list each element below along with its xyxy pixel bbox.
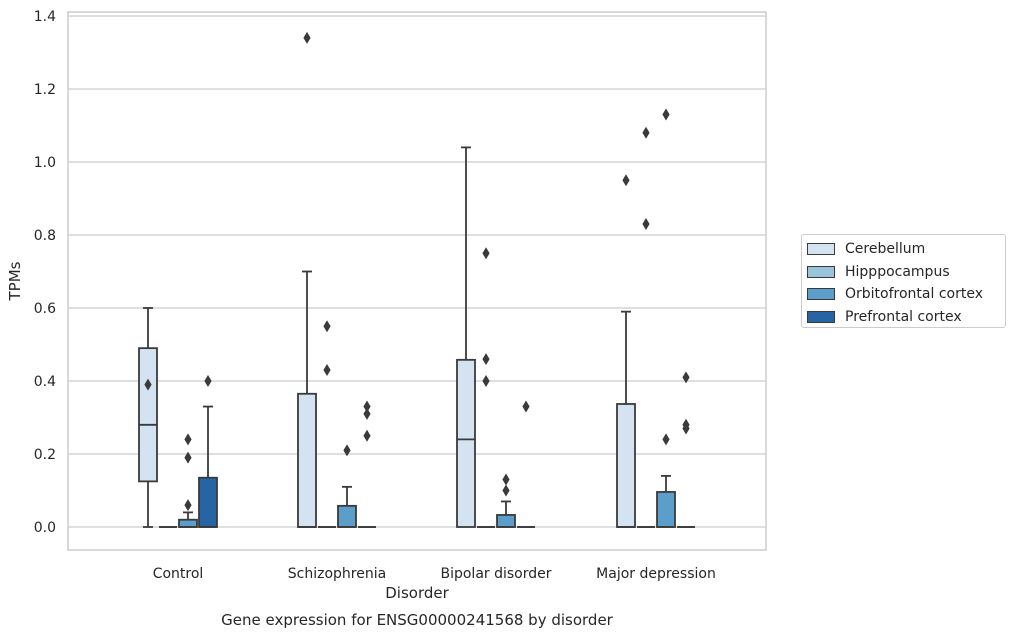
box-orbitofrontal-cortex <box>178 433 198 528</box>
box-cerebellum <box>456 146 476 528</box>
outlier-point <box>363 429 371 442</box>
x-tick-label: Bipolar disorder <box>440 566 551 582</box>
outlier-point <box>682 422 690 435</box>
legend-label: Prefrontal cortex <box>845 308 962 325</box>
box-body <box>337 504 357 528</box>
legend-label: Cerebellum <box>845 241 926 258</box>
chart-caption: Gene expression for ENSG00000241568 by d… <box>221 611 614 629</box>
legend-label: Hipppocampus <box>845 263 950 280</box>
outlier-point <box>184 451 192 464</box>
outlier-point <box>622 174 630 187</box>
legend-swatch <box>807 288 835 301</box>
y-tick-label: 1.4 <box>34 9 56 25</box>
legend-swatch <box>807 243 835 256</box>
box-orbitofrontal-cortex <box>337 444 357 528</box>
box-body <box>138 347 158 483</box>
y-tick-label: 1.2 <box>34 82 56 98</box>
plot-frame <box>67 11 767 551</box>
outlier-point <box>482 353 490 366</box>
chart-legend: Cerebellum Hipppocampus Orbitofrontal cort… <box>801 234 1006 328</box>
outlier-point <box>144 378 152 391</box>
outlier-point <box>184 433 192 446</box>
y-tick-label: 1.0 <box>34 155 56 171</box>
x-axis-ticks: Control Schizophrenia Bipolar disorder Majo… <box>153 566 716 582</box>
outlier-point <box>482 247 490 260</box>
outlier-point <box>502 484 510 497</box>
y-tick-label: 0.0 <box>34 520 56 536</box>
box-body <box>198 476 218 528</box>
box-cerebellum <box>616 174 636 528</box>
box-orbitofrontal-cortex <box>656 108 676 528</box>
legend-swatch <box>807 310 835 323</box>
box-body <box>616 403 636 528</box>
outlier-point <box>363 407 371 420</box>
x-tick-label: Schizophrenia <box>288 566 386 582</box>
y-axis-label: TPMs <box>6 261 24 301</box>
box-body <box>178 518 198 528</box>
box-prefrontal-cortex <box>677 371 695 528</box>
outlier-point <box>482 375 490 387</box>
outlier-point <box>642 218 650 231</box>
y-tick-label: 0.2 <box>34 447 56 463</box>
box-prefrontal-cortex <box>517 400 535 528</box>
outlier-point <box>662 433 670 446</box>
outlier-point <box>502 473 510 486</box>
box-orbitofrontal-cortex <box>496 473 516 528</box>
x-tick-label: Control <box>153 566 204 582</box>
box-hipppocampus <box>637 126 655 528</box>
legend-item: Cerebellum <box>807 238 1005 261</box>
legend-swatch <box>807 265 835 278</box>
outlier-point <box>662 108 670 121</box>
y-axis-ticks: 0.0 0.2 0.4 0.6 0.8 1.0 1.2 1.4 <box>34 9 56 536</box>
box-body <box>456 358 476 528</box>
outlier-point <box>343 444 351 457</box>
outlier-point <box>682 371 690 384</box>
box-cerebellum <box>138 307 158 528</box>
x-axis-label: Disorder <box>385 584 449 602</box>
y-tick-label: 0.4 <box>34 374 56 390</box>
y-tick-label: 0.6 <box>34 301 56 317</box>
box-prefrontal-cortex <box>198 375 218 528</box>
outlier-point <box>363 400 371 413</box>
outlier-point <box>204 375 212 387</box>
legend-item: Orbitofrontal cortex <box>807 283 1005 306</box>
y-gridlines <box>68 15 766 528</box>
outlier-point <box>303 31 311 44</box>
box-body <box>656 491 676 528</box>
box-body <box>297 392 317 528</box>
legend-item: Prefrontal cortex <box>807 306 1005 329</box>
outlier-point <box>642 126 650 139</box>
box-cerebellum <box>297 31 317 528</box>
box-body <box>496 514 516 528</box>
plot-area <box>138 31 695 528</box>
outlier-point <box>522 400 530 413</box>
x-tick-label: Major depression <box>596 566 716 582</box>
box-prefrontal-cortex <box>358 400 376 528</box>
outlier-point <box>184 499 192 512</box>
box-hipppocampus <box>477 247 495 528</box>
outlier-point <box>323 364 331 377</box>
y-tick-label: 0.8 <box>34 228 56 244</box>
box-hipppocampus <box>318 320 336 528</box>
legend-item: Hipppocampus <box>807 261 1005 284</box>
legend-label: Orbitofrontal cortex <box>845 286 983 303</box>
outlier-point <box>323 320 331 333</box>
